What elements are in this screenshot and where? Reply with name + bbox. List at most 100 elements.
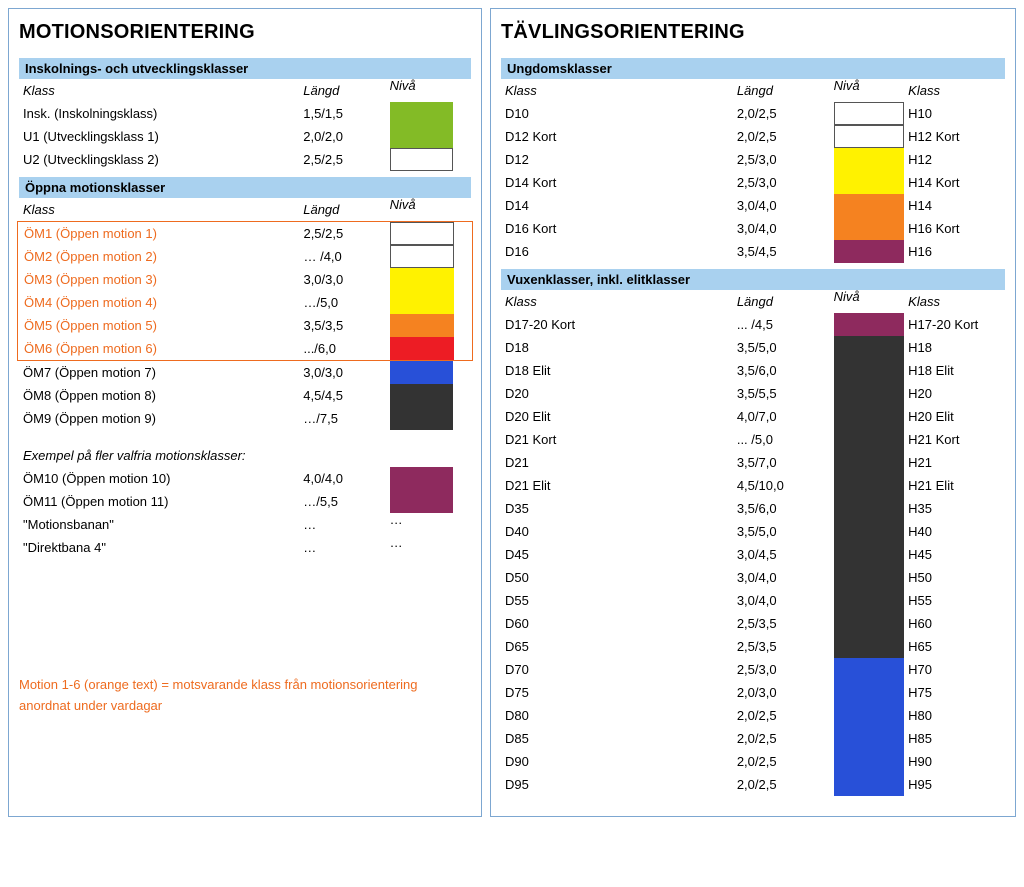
klass-cell: ÖM4 (Öppen motion 4) bbox=[18, 291, 299, 314]
langd-cell: 3,0/4,0 bbox=[733, 566, 834, 589]
niva-swatch bbox=[834, 681, 905, 704]
langd-cell: 2,0/2,5 bbox=[733, 773, 834, 796]
niva-swatch bbox=[834, 635, 905, 658]
klass-cell: D16 Kort bbox=[501, 217, 733, 240]
klass-cell: D55 bbox=[501, 589, 733, 612]
class-row: D16 Kort3,0/4,0H16 Kort3,0/4,0 bbox=[501, 217, 1005, 240]
class-row: Insk. (Inskolningsklass)1,5/1,5 bbox=[19, 102, 471, 125]
klass2-cell: H21 Elit bbox=[904, 474, 1024, 497]
klass-cell: D75 bbox=[501, 681, 733, 704]
klass-cell: D90 bbox=[501, 750, 733, 773]
klass-cell: D70 bbox=[501, 658, 733, 681]
klass2-cell: H17-20 Kort bbox=[904, 313, 1024, 336]
niva-text: … bbox=[390, 513, 453, 536]
langd-cell: ... /4,5 bbox=[733, 313, 834, 336]
section-header: Öppna motionsklasser bbox=[19, 177, 471, 198]
niva-text: … bbox=[390, 536, 453, 559]
klass2-cell: H18 Elit bbox=[904, 359, 1024, 382]
klass2-cell: H12 bbox=[904, 148, 1024, 171]
klass2-cell: H75 bbox=[904, 681, 1024, 704]
klass2-cell: H35 bbox=[904, 497, 1024, 520]
langd-cell: 2,0/2,0 bbox=[299, 125, 389, 148]
klass-cell: D16 bbox=[501, 240, 733, 263]
class-row: ÖM7 (Öppen motion 7)3,0/3,0 bbox=[19, 361, 471, 384]
klass-cell: D20 bbox=[501, 382, 733, 405]
hdr-klass: Klass bbox=[501, 290, 733, 313]
niva-swatch bbox=[834, 171, 905, 194]
class-row: D183,5/5,0H183,5/6,5 bbox=[501, 336, 1005, 359]
langd-cell: 2,0/2,5 bbox=[733, 750, 834, 773]
klass-cell: U1 (Utvecklingsklass 1) bbox=[19, 125, 299, 148]
class-row: ÖM11 (Öppen motion 11)…/5,5 bbox=[19, 490, 471, 513]
class-row: D902,0/2,5H902,0/2,5 bbox=[501, 750, 1005, 773]
class-row: D18 Elit3,5/6,0H18 Elit4,0/7,5 bbox=[501, 359, 1005, 382]
column-headers: KlassLängdNivå bbox=[19, 79, 471, 102]
klass-cell: D35 bbox=[501, 497, 733, 520]
niva-swatch bbox=[390, 337, 454, 360]
class-row: "Motionsbanan"…… bbox=[19, 513, 471, 536]
niva-swatch bbox=[834, 194, 905, 217]
klass-cell: D14 bbox=[501, 194, 733, 217]
section-header: Inskolnings- och utvecklingsklasser bbox=[19, 58, 471, 79]
klass-cell: ÖM1 (Öppen motion 1) bbox=[18, 222, 299, 245]
niva-swatch bbox=[390, 245, 454, 268]
klass-cell: U2 (Utvecklingsklass 2) bbox=[19, 148, 299, 171]
niva-swatch bbox=[390, 490, 453, 513]
klass2-cell: H18 bbox=[904, 336, 1024, 359]
niva-swatch bbox=[390, 384, 453, 407]
niva-swatch bbox=[834, 217, 905, 240]
class-row: D752,0/3,0H753,0/3,5 bbox=[501, 681, 1005, 704]
niva-swatch bbox=[834, 773, 905, 796]
niva-swatch bbox=[834, 520, 905, 543]
klass2-cell: H55 bbox=[904, 589, 1024, 612]
klass-cell: D80 bbox=[501, 704, 733, 727]
niva-swatch bbox=[390, 102, 453, 125]
footnote: Motion 1-6 (orange text) = motsvarande k… bbox=[19, 675, 471, 717]
klass2-cell: H95 bbox=[904, 773, 1024, 796]
langd-cell: 4,0/4,0 bbox=[299, 467, 389, 490]
class-row: ÖM6 (Öppen motion 6).../6,0 bbox=[18, 337, 472, 360]
niva-swatch bbox=[834, 704, 905, 727]
klass-cell: D14 Kort bbox=[501, 171, 733, 194]
niva-swatch bbox=[834, 727, 905, 750]
langd-cell: 2,5/3,0 bbox=[733, 171, 834, 194]
niva-swatch bbox=[834, 405, 905, 428]
klass2-cell: H40 bbox=[904, 520, 1024, 543]
class-row: D403,5/5,0H404,0/7,5 bbox=[501, 520, 1005, 543]
klass2-cell: H16 Kort bbox=[904, 217, 1024, 240]
langd-cell: 2,0/2,5 bbox=[733, 102, 834, 125]
niva-swatch bbox=[390, 268, 454, 291]
langd-cell: 2,0/2,5 bbox=[733, 727, 834, 750]
niva-swatch bbox=[834, 451, 905, 474]
class-row: D652,5/3,5H653,0/4,5 bbox=[501, 635, 1005, 658]
class-row: D602,5/3,5H603,5/5,0 bbox=[501, 612, 1005, 635]
klass2-cell: H14 Kort bbox=[904, 171, 1024, 194]
niva-swatch bbox=[834, 359, 905, 382]
hdr-klass2: Klass bbox=[904, 290, 1024, 313]
class-row: D17-20 Kort... /4,5H17-20 Kort... /5,5 bbox=[501, 313, 1005, 336]
column-headers: KlassLängdNivå bbox=[19, 198, 471, 221]
langd-cell: 3,5/5,0 bbox=[733, 336, 834, 359]
class-row: D952,0/2,5H952,0/2,5 bbox=[501, 773, 1005, 796]
langd-cell: 3,0/4,5 bbox=[733, 543, 834, 566]
langd-cell: … /4,0 bbox=[299, 245, 390, 268]
langd-cell: 3,5/6,0 bbox=[733, 497, 834, 520]
hdr-niva: Nivå bbox=[834, 79, 905, 102]
klass-cell: D12 bbox=[501, 148, 733, 171]
klass-cell: ÖM8 (Öppen motion 8) bbox=[19, 384, 299, 407]
klass-cell: D10 bbox=[501, 102, 733, 125]
langd-cell: 2,5/2,5 bbox=[299, 222, 390, 245]
class-row: U1 (Utvecklingsklass 1)2,0/2,0 bbox=[19, 125, 471, 148]
klass-cell: D18 bbox=[501, 336, 733, 359]
langd-cell: 2,0/2,5 bbox=[733, 704, 834, 727]
class-row: D203,5/5,5H203,5/7,5 bbox=[501, 382, 1005, 405]
panel-motionsorientering: MOTIONSORIENTERING Inskolnings- och utve… bbox=[8, 8, 482, 817]
niva-swatch bbox=[390, 222, 454, 245]
langd-cell: ... /5,0 bbox=[733, 428, 834, 451]
langd-cell: 2,5/3,0 bbox=[733, 148, 834, 171]
langd-cell: 1,5/1,5 bbox=[299, 102, 389, 125]
niva-swatch bbox=[390, 467, 453, 490]
klass-cell: "Motionsbanan" bbox=[19, 513, 299, 536]
niva-swatch bbox=[834, 566, 905, 589]
class-row: U2 (Utvecklingsklass 2)2,5/2,5 bbox=[19, 148, 471, 171]
